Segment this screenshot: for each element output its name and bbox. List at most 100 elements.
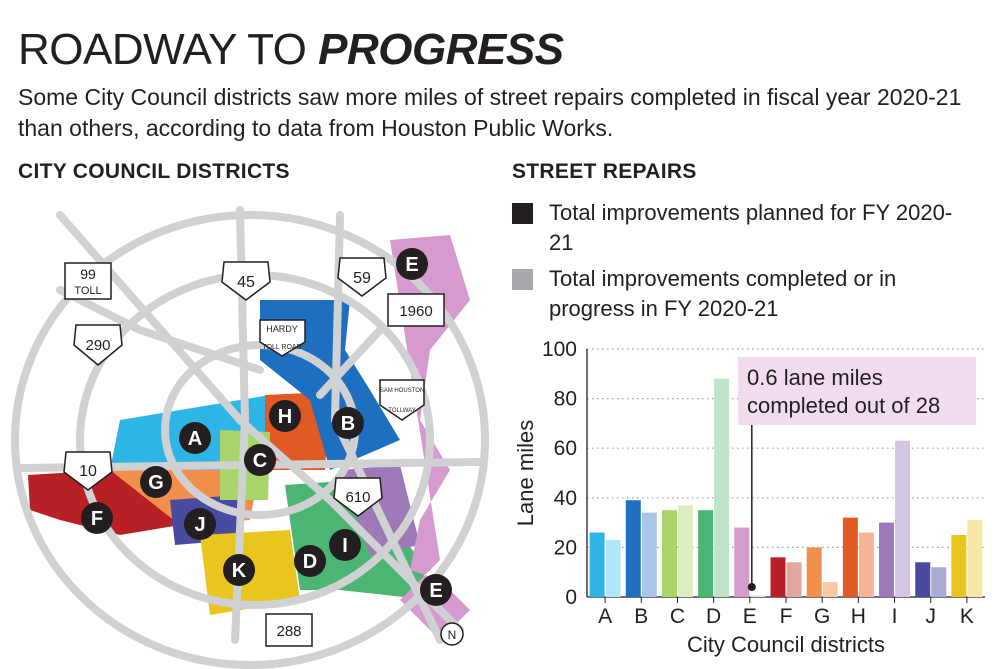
map-shields: 99 TOLL 290 45 59 1960 HARDY TOLL ROAD S… [63,257,464,647]
map-district-markers: A B C D E E F G H I J K [81,248,452,606]
bar-completed-I [895,440,911,597]
us290-label: 290 [85,337,110,354]
north-arrow-icon [440,622,464,646]
y-tick-label-20: 20 [554,536,577,559]
samhouston-shield [379,379,425,421]
district-d-letter: D [303,551,317,573]
bar-planned-I [879,522,895,597]
bar-completed-G [822,582,838,597]
x-tick-label-F: F [780,605,793,628]
district-j-marker [184,508,216,540]
i610-label: 610 [345,489,370,506]
district-g-marker [140,466,172,498]
i45-label: 45 [237,274,255,291]
x-tick-label-E: E [743,605,757,628]
district-b-marker [332,407,364,439]
highway-us59-sw [56,211,464,634]
us59-shield [337,257,387,297]
x-tick-label-J: J [925,605,936,628]
annotation-leader-dot [747,583,756,591]
bar-planned-E [734,527,750,597]
bar-completed-J [931,567,947,597]
title-part-1: ROADWAY TO [18,25,319,74]
sh288-shield [265,613,313,647]
hardy-sublabel: TOLL ROAD [262,344,301,351]
district-i-letter: I [342,535,348,557]
district-e-letter-south: E [429,580,442,602]
district-k-letter: K [232,560,247,582]
bar-planned-H [842,517,858,597]
bar-planned-G [806,547,822,597]
x-tick-label-I: I [892,605,898,628]
toll99-sublabel: TOLL [74,285,101,297]
y-tick-label-60: 60 [554,437,577,460]
x-tick-label-K: K [960,605,974,628]
i610-shield [333,477,383,517]
us59-label: 59 [353,270,371,287]
y-tick-label-100: 100 [542,338,577,361]
bar-completed-E [750,595,766,597]
district-j-letter: J [194,514,205,536]
fm1960-label: 1960 [399,303,432,320]
i45-shield [221,261,271,301]
legend-planned-label: Total improvements planned for FY 2020-2… [549,200,953,255]
highway-grand-parkway [11,211,489,669]
district-k-marker [223,554,255,586]
district-i-marker [329,529,361,561]
bar-completed-K [967,520,983,597]
district-f-letter: F [91,508,103,530]
toll99-shield [64,262,112,300]
district-d-marker [294,545,326,577]
district-a-marker [179,422,211,454]
samhouston-label: SAM HOUSTON [380,388,425,394]
hardy-shield [259,319,306,357]
toll99-label: 99 [80,266,96,282]
subtitle: Some City Council districts saw more mil… [18,84,962,141]
x-axis-title: City Council districts [687,632,885,657]
bar-planned-B [625,500,641,597]
legend-planned-swatch [512,203,533,224]
page-title: ROADWAY TO PROGRESS [18,26,564,74]
legend-completed-swatch [512,269,533,290]
x-tick-label-A: A [598,605,612,628]
i10-label: 10 [79,463,97,480]
annotation-line-2: completed out of 28 [747,393,940,418]
bar-completed-D [714,378,730,597]
map-heading: CITY COUNCIL DISTRICTS [18,160,290,183]
bar-planned-D [698,510,714,597]
district-map: 99 TOLL 290 45 59 1960 HARDY TOLL ROAD S… [11,206,489,669]
bar-planned-C [661,510,677,597]
x-tick-label-B: B [634,605,648,628]
bar-completed-F [786,562,802,597]
bar-completed-A [605,539,621,597]
bar-planned-A [589,532,605,597]
hardy-label: HARDY [266,324,298,334]
bar-completed-B [641,512,657,597]
x-tick-label-C: C [670,605,685,628]
x-tick-label-G: G [814,605,830,628]
bar-planned-J [915,562,931,597]
x-tick-label-D: D [706,605,721,628]
y-tick-label-0: 0 [565,586,577,609]
i10-shield [63,451,113,491]
y-tick-label-40: 40 [554,487,577,510]
district-h-letter: H [278,406,292,428]
district-h-marker [269,400,301,432]
bar-completed-C [677,505,693,597]
district-e-letter-north: E [405,254,418,276]
highway-hardy [316,326,384,399]
annotation-line-1: 0.6 lane miles [747,365,883,390]
legend-completed-label: Total improvements completed or in progr… [549,266,897,321]
bar-planned-F [770,557,786,597]
district-f-marker [81,502,113,534]
y-axis-title: Lane miles [513,420,538,526]
district-c-marker [244,444,276,476]
fm1960-shield [387,293,445,327]
x-tick-label-H: H [851,605,866,628]
district-b-letter: B [341,413,355,435]
district-e-marker-south [420,574,452,606]
district-e-marker-north [396,248,428,280]
north-label: N [448,628,457,642]
bar-completed-H [858,532,874,597]
